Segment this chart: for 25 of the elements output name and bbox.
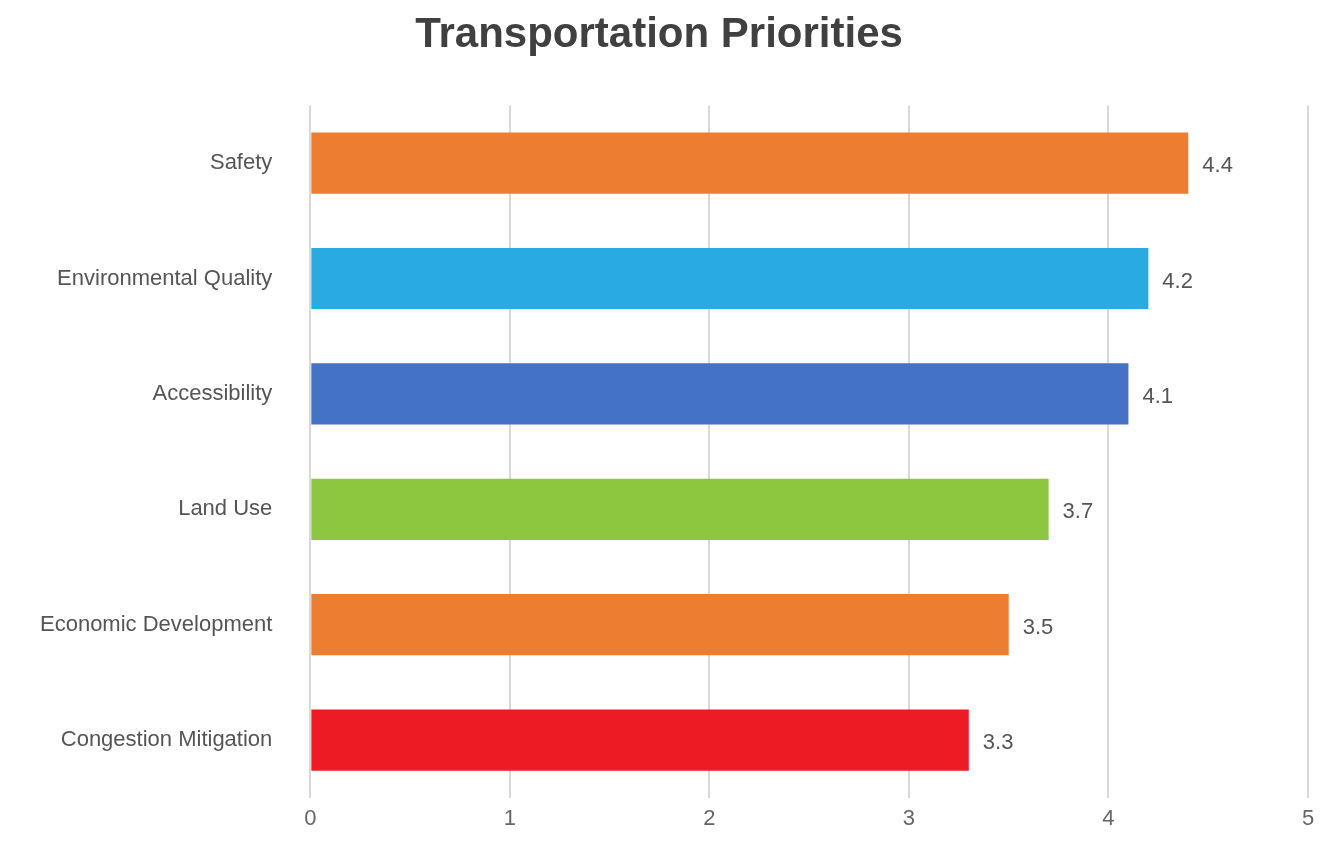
data-label: 3.7 (1062, 498, 1094, 524)
bar (311, 132, 1189, 194)
data-label: 4.2 (1162, 267, 1193, 293)
y-tick-label: Safety (209, 149, 273, 175)
x-tick-label: 2 (703, 805, 716, 831)
bar (311, 709, 969, 771)
chart-title: Transportation Priorities (415, 8, 903, 56)
y-tick-label: Congestion Mitigation (60, 726, 273, 752)
bar (311, 478, 1049, 540)
y-tick-label: Environmental Quality (57, 264, 273, 290)
data-label: 4.4 (1202, 152, 1233, 178)
x-tick-label: 1 (503, 805, 516, 831)
data-label: 4.1 (1142, 382, 1174, 408)
bar (311, 363, 1129, 425)
x-tick-label: 5 (1301, 805, 1315, 831)
bar (311, 594, 1009, 656)
bar (311, 247, 1149, 310)
x-tick-label: 4 (1102, 805, 1115, 831)
x-tick-label: 0 (304, 805, 317, 831)
data-label: 3.5 (1022, 613, 1054, 639)
y-tick-label: Accessibility (152, 379, 273, 405)
x-tick-label: 3 (902, 805, 916, 831)
y-tick-label: Economic Development (39, 610, 273, 636)
y-tick-label: Land Use (178, 495, 273, 521)
data-label: 3.3 (982, 729, 1014, 755)
